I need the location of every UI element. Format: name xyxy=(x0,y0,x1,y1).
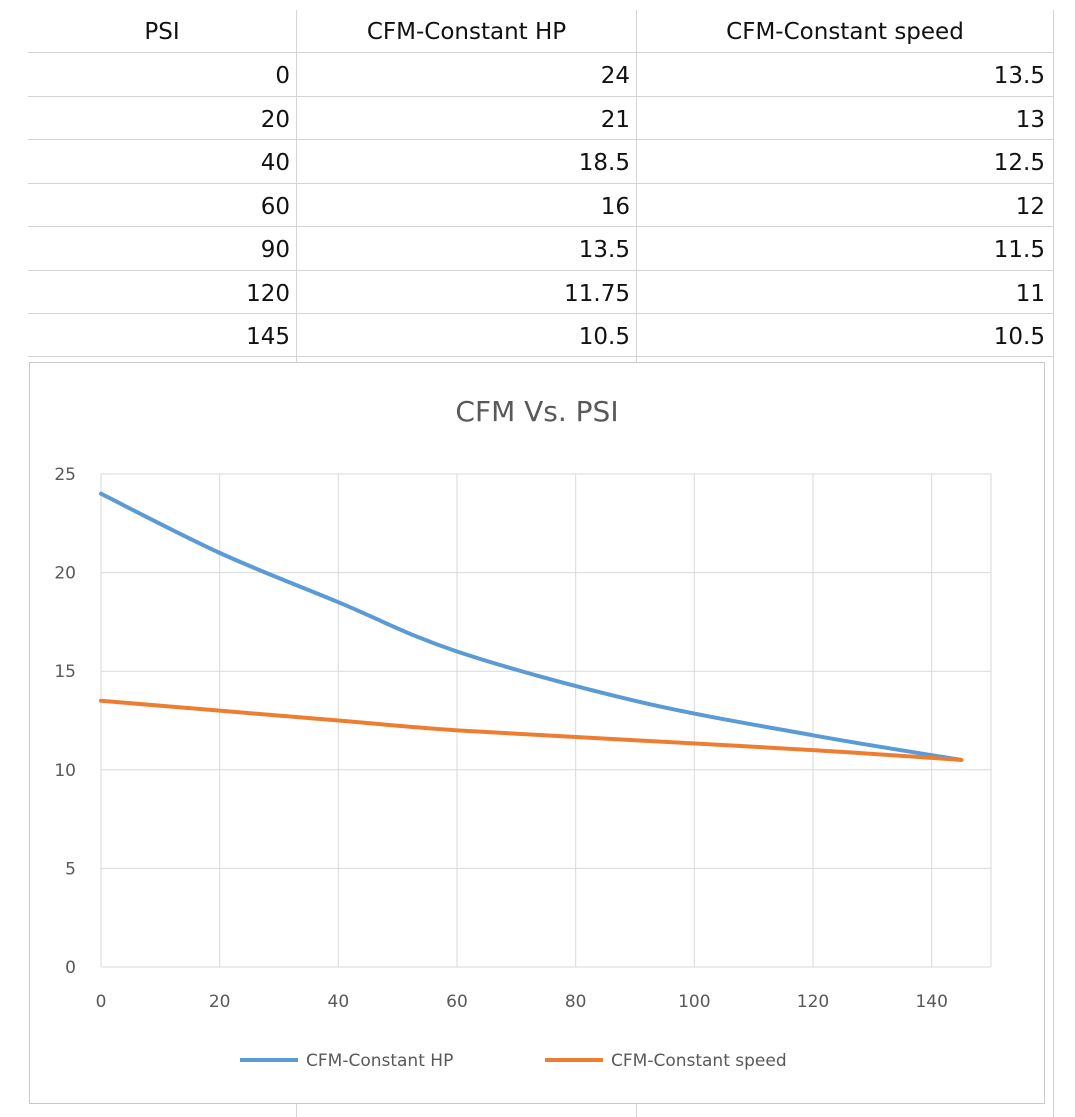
row-divider xyxy=(28,96,1054,97)
table-cell[interactable]: 12.5 xyxy=(993,150,1045,176)
y-tick-label: 15 xyxy=(54,662,76,682)
series-line-cfm-constant-speed[interactable] xyxy=(99,698,964,762)
table-cell[interactable]: 13.5 xyxy=(993,63,1045,89)
x-tick-label: 80 xyxy=(565,992,587,1012)
row-divider xyxy=(28,313,1054,314)
table-cell[interactable]: 11 xyxy=(1015,281,1045,307)
table-cell[interactable]: 24 xyxy=(600,63,630,89)
table-cell[interactable]: 40 xyxy=(260,150,290,176)
x-tick-label: 120 xyxy=(797,992,829,1012)
table-cell[interactable]: 90 xyxy=(260,237,290,263)
legend-label[interactable]: CFM-Constant speed xyxy=(611,1051,787,1071)
y-tick-label: 25 xyxy=(54,465,76,485)
row-divider xyxy=(28,226,1054,227)
x-tick-label: 140 xyxy=(915,992,947,1012)
table-cell[interactable]: 11.75 xyxy=(564,281,630,307)
series-line-cfm-constant-hp[interactable] xyxy=(99,491,964,762)
table-cell[interactable]: 11.5 xyxy=(993,237,1045,263)
table-cell[interactable]: 120 xyxy=(246,281,290,307)
table-cell[interactable]: 21 xyxy=(600,107,630,133)
column-header-psi[interactable]: PSI xyxy=(144,19,180,45)
column-header-cfm-constant-speed[interactable]: CFM-Constant speed xyxy=(726,19,964,45)
column-header-cfm-constant-hp[interactable]: CFM-Constant HP xyxy=(366,19,567,45)
table-cell[interactable]: 18.5 xyxy=(578,150,630,176)
table-cell[interactable]: 12 xyxy=(1015,194,1045,220)
table-cell[interactable]: 13.5 xyxy=(578,237,630,263)
table-cell[interactable]: 0 xyxy=(275,63,290,89)
x-tick-label: 20 xyxy=(209,992,231,1012)
table-cell[interactable]: 145 xyxy=(246,324,290,350)
row-divider xyxy=(28,52,1054,53)
table-cell[interactable]: 20 xyxy=(260,107,290,133)
x-tick-label: 100 xyxy=(678,992,710,1012)
row-divider xyxy=(28,139,1054,140)
x-tick-label: 0 xyxy=(96,992,107,1012)
column-divider xyxy=(1053,10,1054,1117)
legend-label[interactable]: CFM-Constant HP xyxy=(306,1051,453,1071)
x-tick-label: 60 xyxy=(446,992,468,1012)
table-cell[interactable]: 60 xyxy=(260,194,290,220)
y-tick-label: 0 xyxy=(65,958,76,978)
gridlines xyxy=(100,473,992,968)
series-lines xyxy=(99,491,964,762)
x-tick-label: 40 xyxy=(328,992,350,1012)
table-cell[interactable]: 10.5 xyxy=(993,324,1045,350)
table-cell[interactable]: 10.5 xyxy=(578,324,630,350)
chart-title: CFM Vs. PSI xyxy=(455,395,618,428)
tick-labels: 0 5 10 15 20 25 0 20 40 60 80 100 120 140 xyxy=(54,465,948,1012)
legend[interactable]: CFM-Constant HP CFM-Constant speed xyxy=(240,1051,787,1071)
table-cell[interactable]: 16 xyxy=(600,194,630,220)
row-divider xyxy=(28,270,1054,271)
y-tick-label: 5 xyxy=(65,859,76,879)
y-tick-label: 10 xyxy=(54,761,76,781)
chart-area[interactable]: CFM Vs. PSI 0 5 10 15 20 25 0 20 40 60 80 100 120 140… xyxy=(29,362,1045,1104)
line-chart: CFM Vs. PSI 0 5 10 15 20 25 0 20 40 60 80 100 120 140… xyxy=(54,395,992,1071)
table-cell[interactable]: 13 xyxy=(1015,107,1045,133)
row-divider xyxy=(28,183,1054,184)
row-divider xyxy=(28,356,1054,357)
y-tick-label: 20 xyxy=(54,564,76,584)
